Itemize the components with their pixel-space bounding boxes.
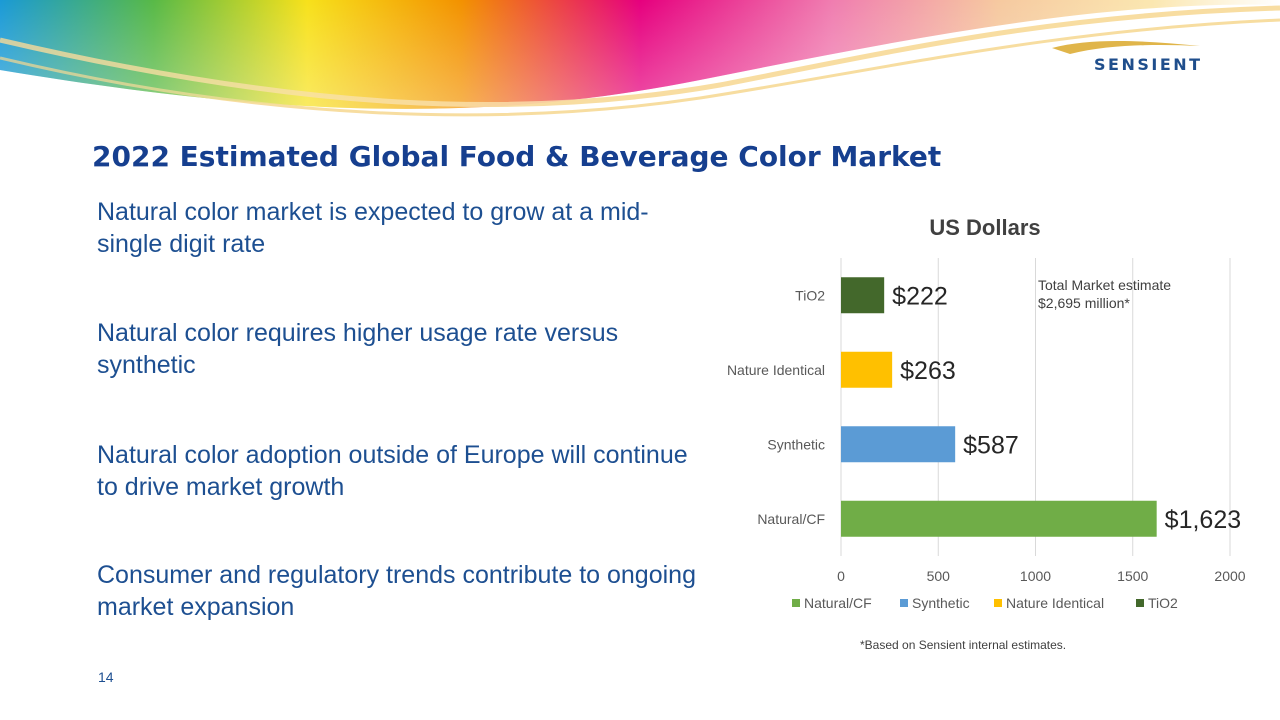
- legend-label: Synthetic: [912, 595, 970, 611]
- page-title: 2022 Estimated Global Food & Beverage Co…: [92, 140, 942, 173]
- data-label: $1,623: [1165, 506, 1241, 534]
- legend-label: Natural/CF: [804, 595, 872, 611]
- chart-title: US Dollars: [929, 215, 1040, 240]
- bullet-text: Natural color adoption outside of Europe…: [97, 441, 688, 501]
- legend-swatch: [792, 599, 800, 607]
- bar-natural-cf: [841, 500, 1157, 537]
- logo: SENSIENT: [1094, 55, 1203, 74]
- x-tick-label: 1000: [1020, 568, 1051, 584]
- bullet-text: Consumer and regulatory trends contribut…: [97, 561, 696, 621]
- total-market-annotation-line2: $2,695 million*: [1038, 295, 1130, 311]
- footnote: *Based on Sensient internal estimates.: [860, 638, 1066, 652]
- legend-swatch: [994, 599, 1002, 607]
- y-category-label: TiO2: [795, 287, 825, 303]
- x-tick-label: 500: [927, 568, 951, 584]
- data-label: $263: [900, 357, 956, 385]
- x-tick-label: 0: [837, 568, 845, 584]
- bar-nature-identical: [841, 351, 893, 388]
- legend-label: Nature Identical: [1006, 595, 1104, 611]
- bar-synthetic: [841, 426, 956, 463]
- x-tick-label: 1500: [1117, 568, 1148, 584]
- decorative-banner: [0, 0, 1280, 117]
- legend-swatch: [900, 599, 908, 607]
- legend-label: TiO2: [1148, 595, 1178, 611]
- page-number: 14: [98, 669, 114, 685]
- y-category-label: Nature Identical: [727, 362, 825, 378]
- total-market-annotation-line1: Total Market estimate: [1038, 277, 1171, 293]
- y-category-label: Synthetic: [767, 436, 825, 452]
- bullet-text: Natural color requires higher usage rate…: [97, 319, 619, 379]
- x-tick-label: 2000: [1214, 568, 1245, 584]
- y-category-label: Natural/CF: [757, 511, 825, 527]
- bar-chart: US Dollars Natural/CF Synthetic Nature Ide…: [727, 215, 1246, 652]
- data-label: $587: [963, 431, 1019, 459]
- bar-tio2: [841, 277, 885, 314]
- legend-swatch: [1136, 599, 1144, 607]
- bullet-text: Natural color market is expected to grow…: [97, 198, 649, 258]
- logo-swoosh: [1052, 41, 1200, 54]
- data-label: $222: [892, 282, 948, 310]
